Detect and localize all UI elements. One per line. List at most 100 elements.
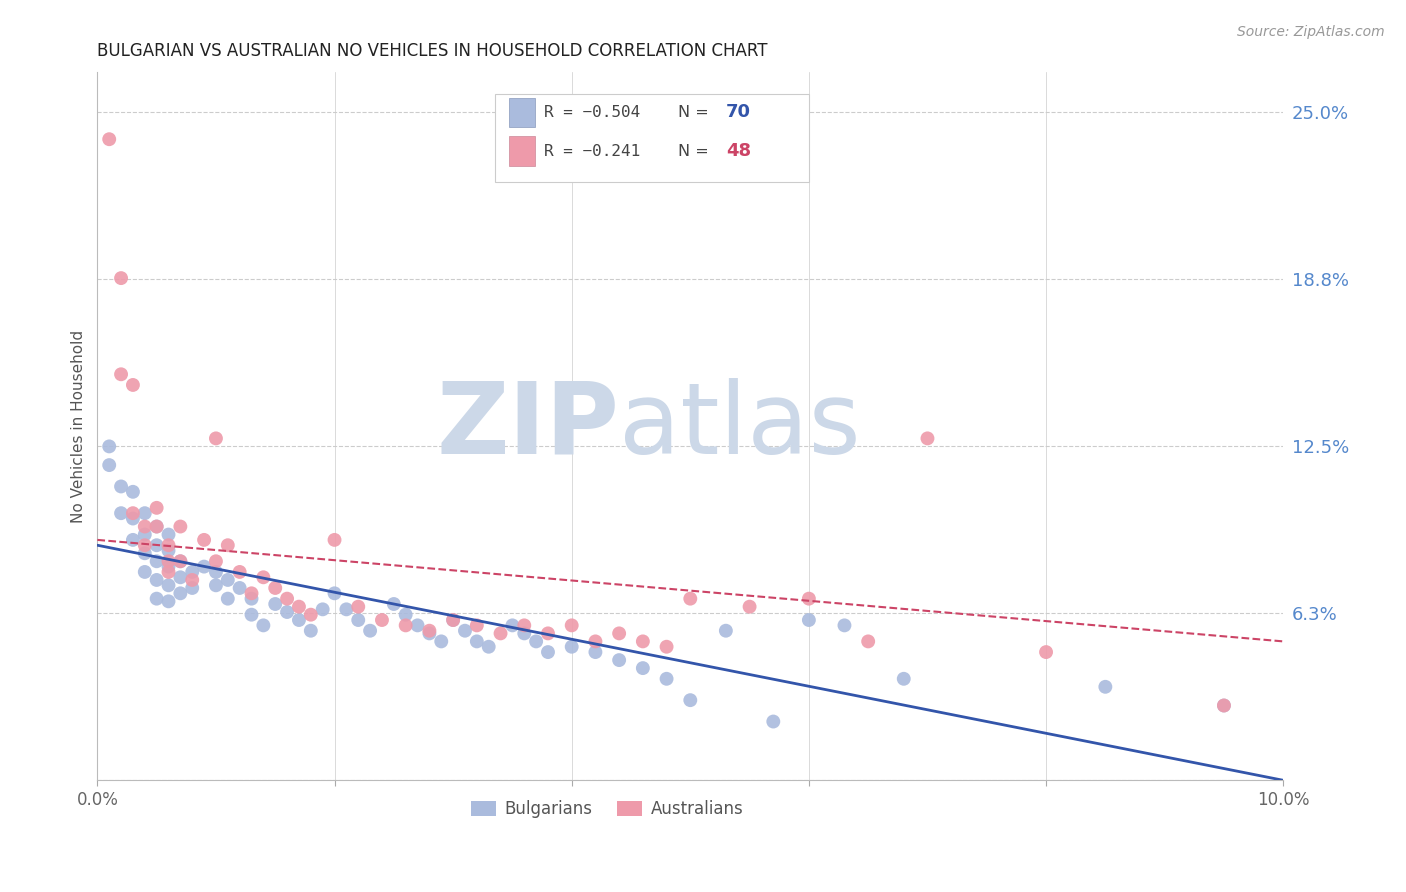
Point (655, 672, 678, 686)
Point (240, 586, 263, 600)
Point (122, 378, 145, 392)
Point (134, 519, 156, 533)
Point (537, 626, 560, 640)
Point (679, 693, 702, 707)
Point (169, 586, 191, 600)
Point (145, 538, 167, 552)
Point (856, 634, 879, 648)
Point (145, 519, 167, 533)
Point (217, 573, 239, 587)
Text: atlas: atlas (619, 378, 860, 475)
Point (276, 591, 298, 606)
Point (240, 591, 263, 606)
Point (288, 613, 311, 627)
Text: ZIP: ZIP (436, 378, 619, 475)
Point (1213, 698, 1236, 713)
Point (489, 626, 512, 640)
Bar (509, 97, 534, 128)
Legend: Bulgarians, Australians: Bulgarians, Australians (464, 794, 751, 825)
Point (169, 554, 191, 568)
Point (157, 527, 180, 541)
Point (134, 538, 156, 552)
Point (631, 661, 654, 675)
Point (157, 559, 180, 574)
Point (478, 640, 501, 654)
Point (762, 714, 785, 729)
Point (893, 672, 915, 686)
Point (335, 602, 357, 616)
Point (193, 533, 215, 547)
Point (240, 607, 263, 622)
Point (323, 533, 346, 547)
Point (395, 618, 418, 632)
Point (134, 527, 156, 541)
Point (122, 506, 145, 520)
Bar (509, 136, 534, 166)
Point (441, 613, 464, 627)
Point (217, 538, 239, 552)
Point (288, 599, 311, 614)
Point (169, 570, 191, 584)
Point (347, 613, 370, 627)
Point (169, 554, 191, 568)
Point (631, 634, 654, 648)
Y-axis label: No Vehicles in Household: No Vehicles in Household (72, 330, 86, 523)
Point (205, 554, 228, 568)
Point (157, 565, 180, 579)
Point (501, 618, 523, 632)
Point (679, 591, 702, 606)
Text: R = −0.504: R = −0.504 (544, 105, 641, 120)
Point (145, 591, 167, 606)
Point (1213, 698, 1236, 713)
Point (465, 618, 488, 632)
Point (98, 439, 121, 453)
Point (513, 626, 536, 640)
Text: 48: 48 (725, 143, 751, 161)
Point (181, 565, 204, 579)
Point (157, 538, 180, 552)
Point (181, 573, 204, 587)
Point (157, 543, 180, 558)
Point (264, 581, 287, 595)
Point (134, 546, 156, 560)
Point (714, 624, 737, 638)
Point (406, 618, 429, 632)
Point (205, 565, 228, 579)
Point (110, 479, 132, 493)
Point (561, 618, 583, 632)
Point (276, 605, 298, 619)
Point (311, 602, 333, 616)
Text: R = −0.241: R = −0.241 (544, 144, 641, 159)
Point (98, 132, 121, 146)
Point (145, 519, 167, 533)
Point (655, 640, 678, 654)
Point (145, 554, 167, 568)
Point (607, 626, 630, 640)
Point (454, 624, 477, 638)
Point (134, 565, 156, 579)
Point (110, 271, 132, 285)
Point (834, 618, 856, 632)
Text: N =: N = (679, 105, 714, 120)
Point (797, 591, 820, 606)
Point (228, 565, 250, 579)
Point (122, 533, 145, 547)
Point (122, 511, 145, 525)
Point (252, 570, 274, 584)
Text: 70: 70 (725, 103, 751, 121)
Point (537, 645, 560, 659)
Text: Source: ZipAtlas.com: Source: ZipAtlas.com (1237, 25, 1385, 39)
Point (217, 591, 239, 606)
Point (418, 624, 440, 638)
Text: BULGARIAN VS AUSTRALIAN NO VEHICLES IN HOUSEHOLD CORRELATION CHART: BULGARIAN VS AUSTRALIAN NO VEHICLES IN H… (97, 42, 768, 60)
Point (583, 634, 606, 648)
Point (110, 368, 132, 382)
Point (738, 599, 761, 614)
Point (323, 586, 346, 600)
Point (157, 594, 180, 608)
Point (98, 458, 121, 472)
Point (524, 634, 547, 648)
Point (299, 607, 322, 622)
Point (347, 599, 370, 614)
Point (382, 597, 405, 611)
